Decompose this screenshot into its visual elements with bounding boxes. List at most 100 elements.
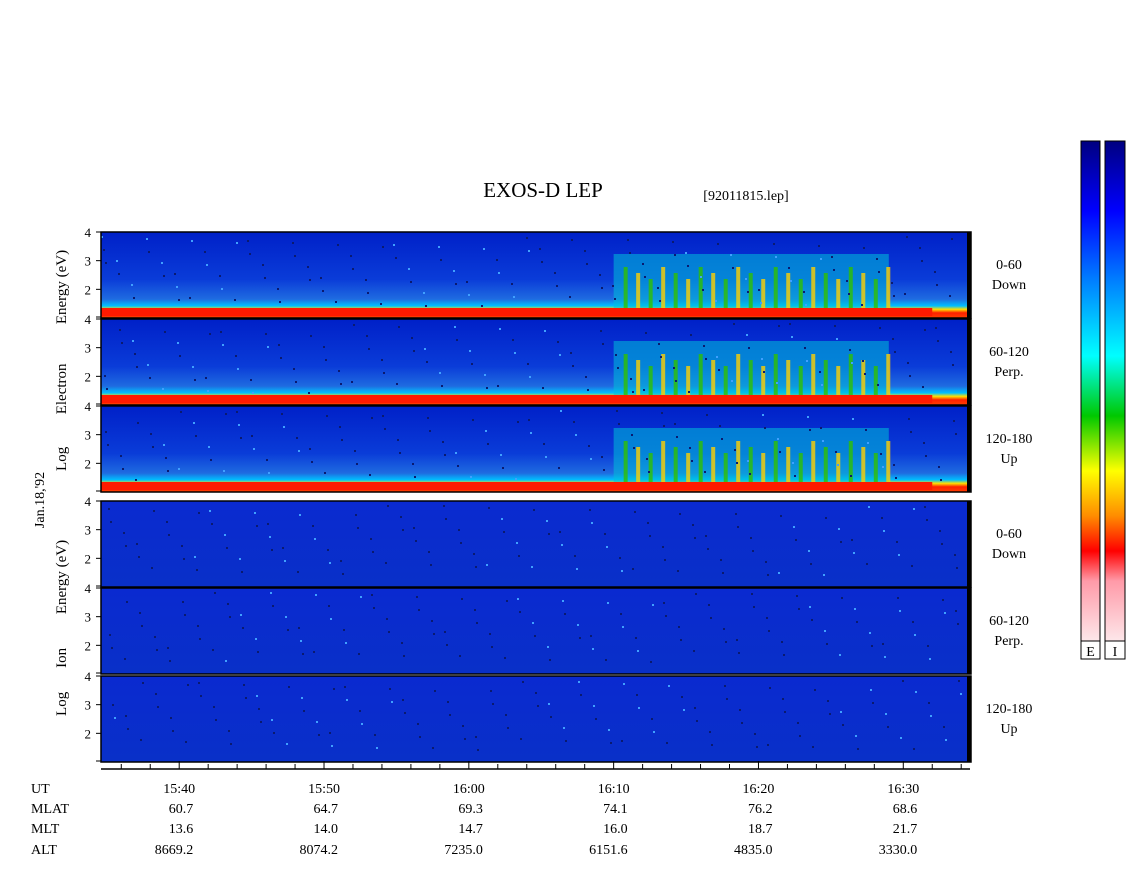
- panel-ion-3: 4 3 2 0-60 Down: [85, 494, 1026, 588]
- noise-speck: [398, 326, 400, 328]
- orbit-value: 64.7: [314, 802, 339, 817]
- noise-speck: [906, 236, 908, 238]
- noise-speck: [410, 281, 412, 283]
- orbit-value: 60.7: [169, 802, 194, 817]
- noise-speck: [282, 547, 284, 549]
- noise-speck: [303, 710, 305, 712]
- noise-speck: [393, 244, 395, 246]
- auroral-burst: [698, 354, 703, 395]
- noise-speck: [408, 268, 410, 270]
- noise-speck: [930, 715, 932, 717]
- noise-speck: [601, 456, 603, 458]
- noise-speck: [708, 604, 710, 606]
- noise-speck: [322, 290, 324, 292]
- noise-speck: [476, 622, 478, 624]
- noise-speck: [475, 566, 477, 568]
- noise-speck: [219, 275, 221, 277]
- noise-speck: [468, 294, 470, 296]
- noise-speck: [487, 443, 489, 445]
- noise-speck: [164, 331, 166, 333]
- noise-speck: [434, 690, 436, 692]
- noise-speck: [396, 383, 398, 385]
- noise-speck: [914, 634, 916, 636]
- noise-speck: [529, 376, 531, 378]
- noise-speck: [249, 253, 251, 255]
- noise-speck: [400, 516, 402, 518]
- noise-speck: [882, 643, 884, 645]
- noise-speck: [528, 250, 530, 252]
- x-tick-label: 15:40: [163, 782, 195, 797]
- noise-speck: [266, 459, 268, 461]
- noise-speck: [794, 475, 796, 477]
- noise-speck: [590, 458, 592, 460]
- noise-speck: [881, 517, 883, 519]
- noise-speck: [537, 705, 539, 707]
- noise-speck: [720, 559, 722, 561]
- noise-speck: [895, 477, 897, 479]
- x-tick-label: 16:00: [453, 782, 485, 797]
- noise-speck: [617, 367, 619, 369]
- noise-speck: [226, 547, 228, 549]
- noise-speck: [730, 254, 732, 256]
- noise-speck: [273, 732, 275, 734]
- noise-speck: [833, 269, 835, 271]
- noise-speck: [359, 710, 361, 712]
- noise-speck: [955, 433, 957, 435]
- noise-speck: [633, 447, 635, 449]
- noise-speck: [721, 438, 723, 440]
- noise-speck: [386, 618, 388, 620]
- auroral-burst: [873, 453, 878, 482]
- noise-speck: [837, 464, 839, 466]
- noise-speck: [707, 548, 709, 550]
- noise-speck: [104, 375, 106, 377]
- noise-speck: [331, 745, 333, 747]
- x-tick-label: 16:30: [887, 782, 919, 797]
- noise-speck: [533, 509, 535, 511]
- noise-speck: [183, 558, 185, 560]
- noise-speck: [416, 596, 418, 598]
- noise-speck: [704, 471, 706, 473]
- noise-speck: [491, 646, 493, 648]
- noise-speck: [464, 738, 466, 740]
- noise-speck: [579, 637, 581, 639]
- noise-speck: [848, 293, 850, 295]
- noise-speck: [736, 462, 738, 464]
- noise-speck: [661, 412, 663, 414]
- noise-speck: [140, 739, 142, 741]
- noise-speck: [915, 691, 917, 693]
- noise-speck: [433, 633, 435, 635]
- colorbar-electron: E: [1080, 140, 1101, 660]
- noise-speck: [245, 697, 247, 699]
- noise-speck: [299, 514, 301, 516]
- noise-speck: [264, 277, 266, 279]
- noise-speck: [840, 541, 842, 543]
- noise-speck: [222, 344, 224, 346]
- noise-speck: [254, 512, 256, 514]
- noise-speck: [637, 650, 639, 652]
- noise-speck: [270, 592, 272, 594]
- noise-speck: [403, 655, 405, 657]
- noise-speck: [545, 456, 547, 458]
- auroral-burst: [648, 453, 653, 482]
- noise-speck: [722, 572, 724, 574]
- noise-speck: [823, 574, 825, 576]
- noise-speck: [163, 275, 165, 277]
- noise-speck: [668, 685, 670, 687]
- orbit-value: 69.3: [458, 802, 483, 817]
- noise-speck: [664, 559, 666, 561]
- noise-speck: [811, 619, 813, 621]
- noise-speck: [343, 629, 345, 631]
- noise-speck: [926, 519, 928, 521]
- noise-speck: [647, 522, 649, 524]
- noise-speck: [951, 238, 953, 240]
- noise-speck: [373, 607, 375, 609]
- noise-speck: [716, 356, 718, 358]
- auroral-burst: [748, 360, 753, 395]
- noise-speck: [569, 296, 571, 298]
- noise-speck: [747, 291, 749, 293]
- noise-speck: [195, 435, 197, 437]
- noise-speck: [679, 513, 681, 515]
- noise-speck: [838, 528, 840, 530]
- noise-speck: [110, 521, 112, 523]
- noise-speck: [705, 358, 707, 360]
